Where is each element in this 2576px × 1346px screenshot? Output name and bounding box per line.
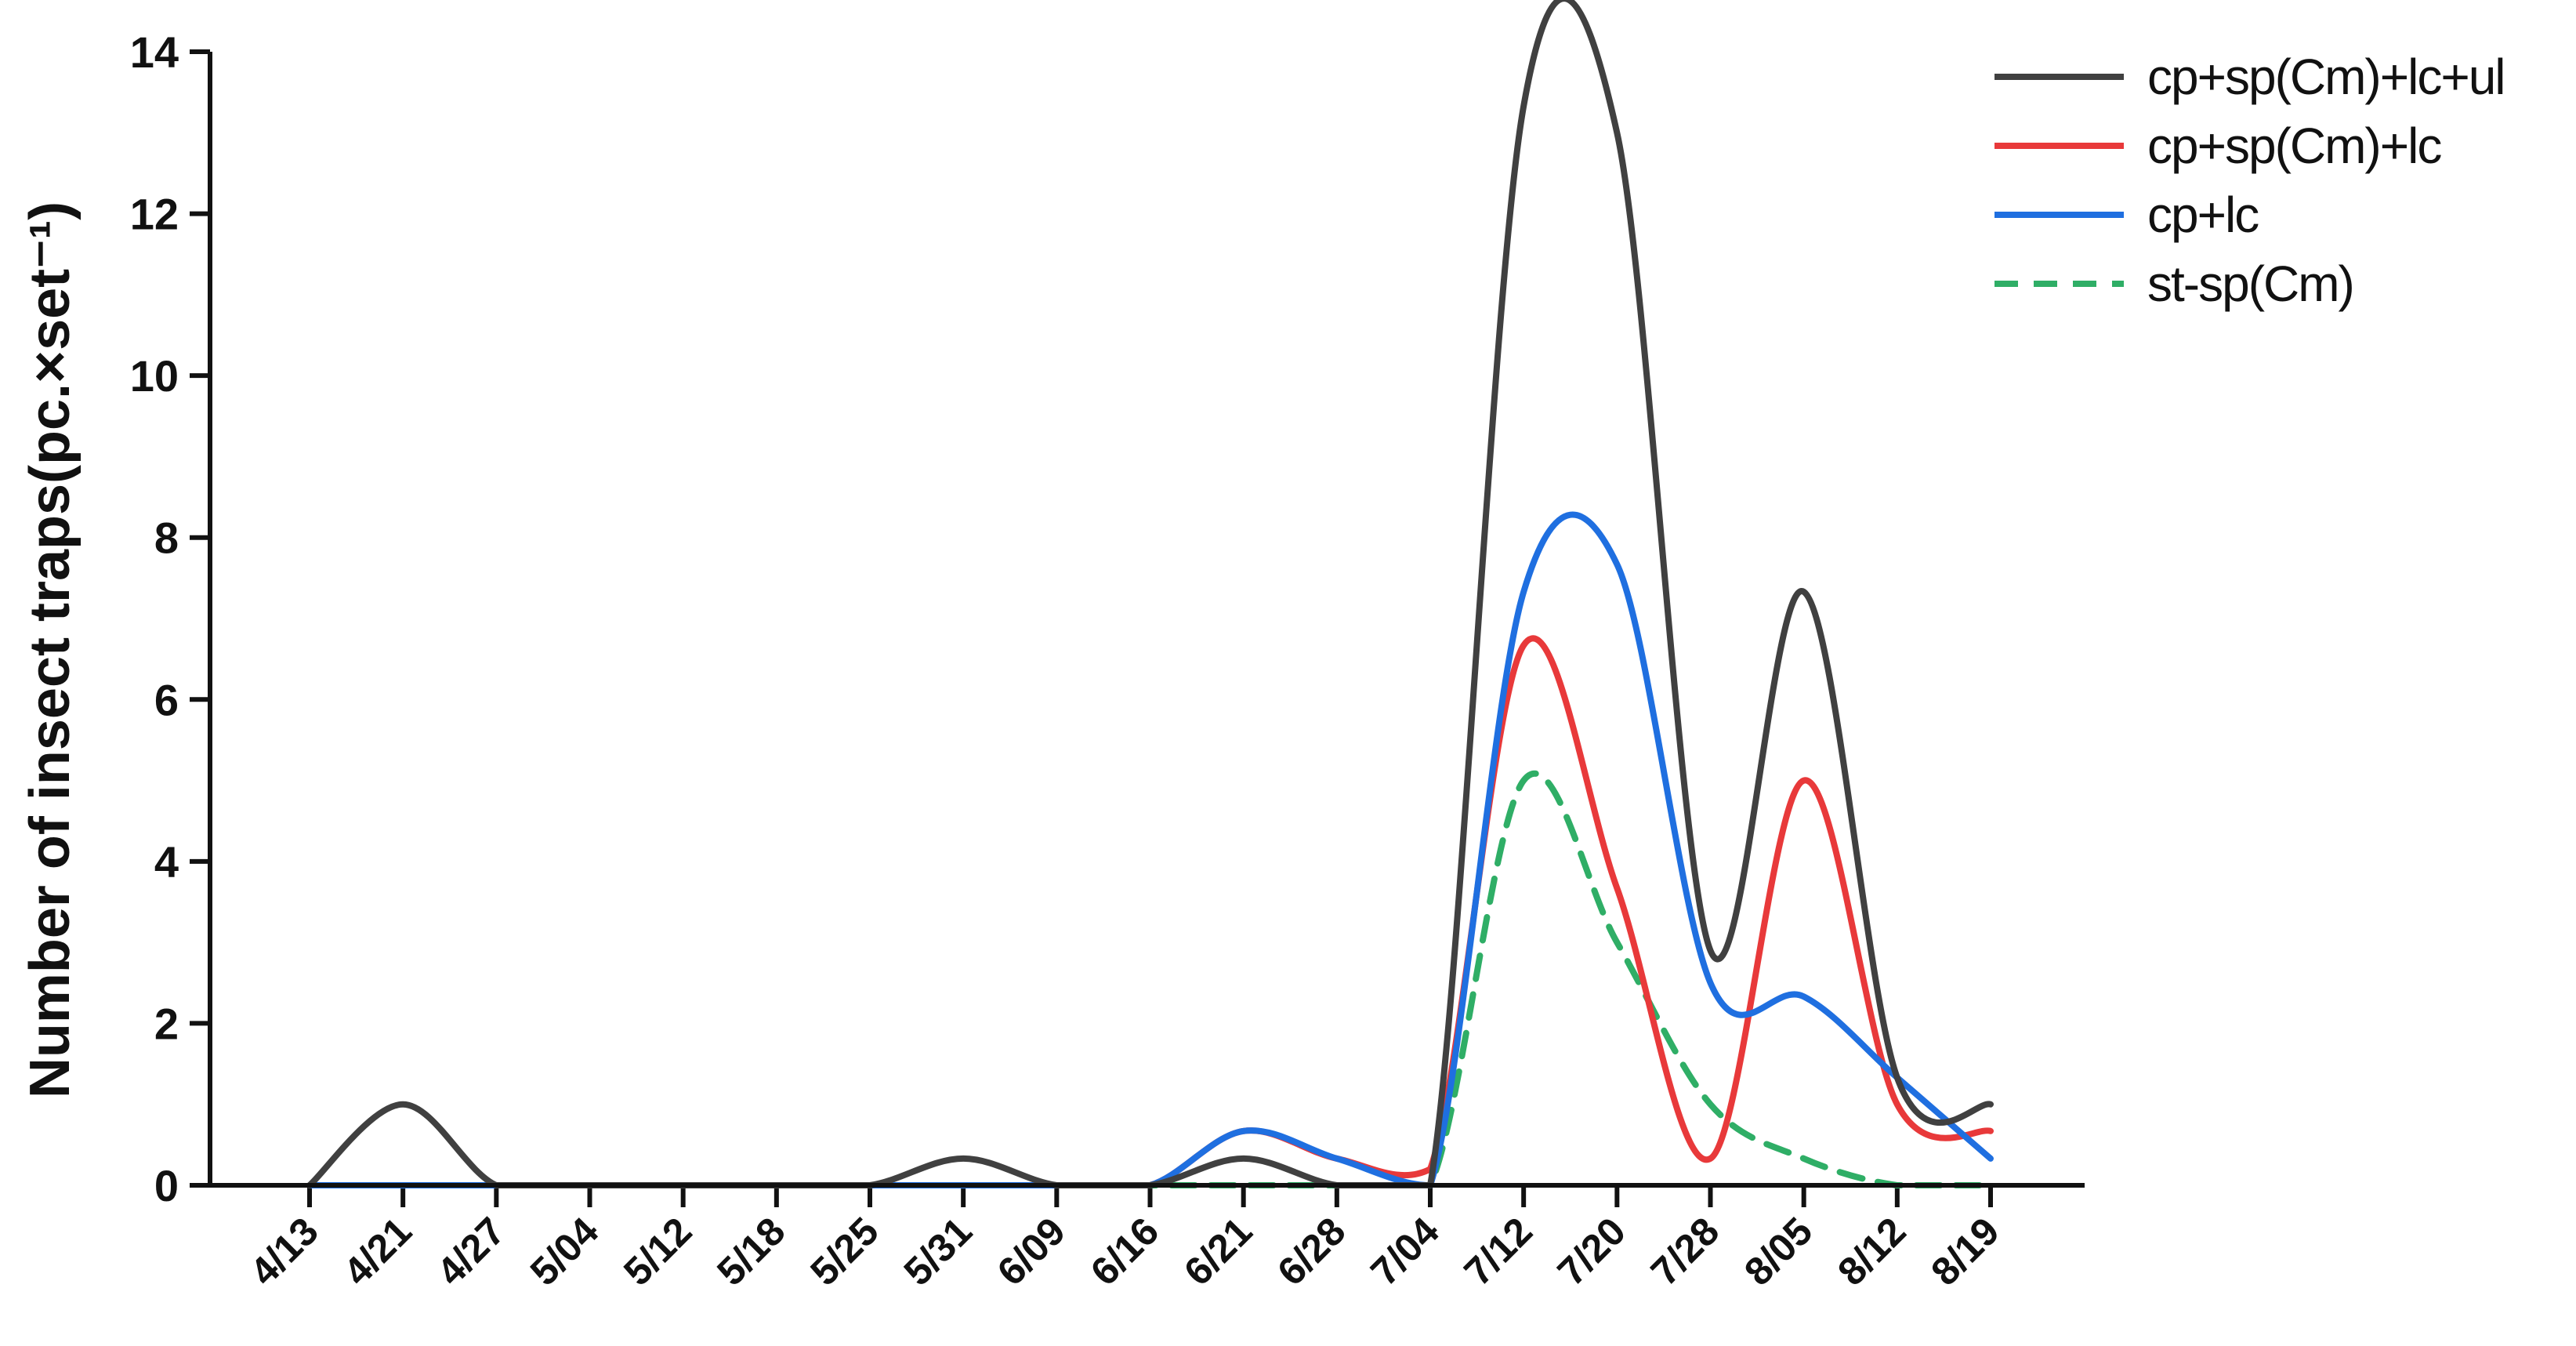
legend-label: cp+sp(Cm)+lc+ul xyxy=(2147,49,2505,105)
y-tick-label: 2 xyxy=(154,999,179,1048)
y-axis-title: Number of insect traps(pc.×set⁻¹) xyxy=(19,201,82,1098)
x-tick-label: 7/04 xyxy=(1362,1209,1447,1294)
legend-label: cp+lc xyxy=(2147,187,2259,243)
x-tick-label: 4/13 xyxy=(241,1209,326,1293)
y-tick-label: 6 xyxy=(154,675,179,724)
x-axis-ticks: 4/13 4/21 4/27 5/04 5/12 5/18 5/25 5/31 6/09 6/16… xyxy=(241,1185,2008,1294)
x-tick-label: 5/04 xyxy=(522,1209,607,1294)
x-tick-label: 5/31 xyxy=(896,1209,980,1293)
x-tick-label: 4/27 xyxy=(429,1209,513,1293)
x-tick-label: 5/25 xyxy=(802,1209,886,1293)
x-tick-label: 7/12 xyxy=(1456,1209,1541,1293)
y-tick-label: 8 xyxy=(154,513,179,563)
x-tick-label: 7/20 xyxy=(1549,1209,1634,1293)
x-tick-label: 6/21 xyxy=(1176,1209,1260,1293)
x-tick-label: 8/12 xyxy=(1829,1209,1914,1293)
x-tick-label: 4/21 xyxy=(335,1209,420,1293)
legend: cp+sp(Cm)+lc+ul cp+sp(Cm)+lc cp+lc st-sp(Cm… xyxy=(1994,49,2506,312)
y-axis-ticks: 0 2 4 6 8 10 12 14 xyxy=(130,27,210,1210)
legend-label: cp+sp(Cm)+lc xyxy=(2147,118,2441,174)
y-tick-label: 14 xyxy=(130,27,179,77)
x-tick-label: 6/28 xyxy=(1269,1209,1353,1293)
series-line-cp-sp-cm-lc-ul xyxy=(306,0,1994,1189)
x-tick-label: 5/18 xyxy=(708,1209,793,1293)
series-line-st-sp-cm xyxy=(306,770,1994,1189)
x-tick-label: 6/09 xyxy=(989,1209,1074,1293)
y-tick-label: 12 xyxy=(130,190,179,239)
x-tick-label: 7/28 xyxy=(1643,1209,1727,1293)
y-tick-label: 4 xyxy=(154,837,179,887)
x-tick-label: 6/16 xyxy=(1082,1209,1167,1293)
x-tick-label: 8/19 xyxy=(1922,1209,2007,1293)
y-tick-label: 10 xyxy=(130,351,179,401)
series-layer xyxy=(306,0,1994,1189)
x-tick-label: 8/05 xyxy=(1736,1209,1821,1293)
x-tick-label: 5/12 xyxy=(615,1209,700,1293)
y-tick-label: 0 xyxy=(154,1161,179,1210)
legend-label: st-sp(Cm) xyxy=(2147,256,2353,312)
